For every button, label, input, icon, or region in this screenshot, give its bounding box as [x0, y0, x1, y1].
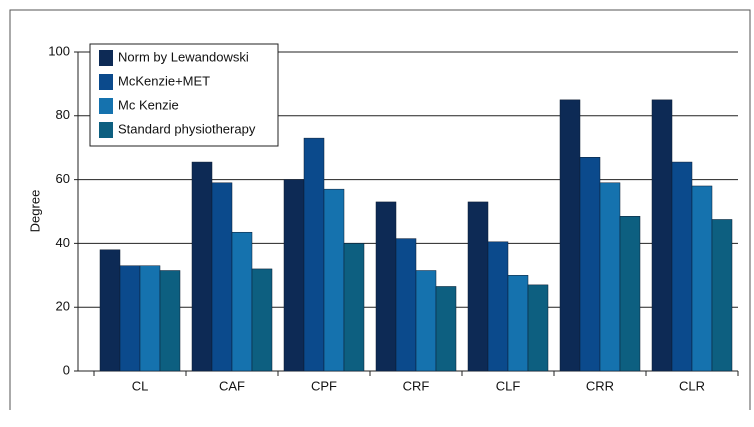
legend-swatch — [99, 98, 113, 114]
y-tick-label: 100 — [48, 43, 70, 58]
legend-label: Standard physiotherapy — [118, 121, 256, 136]
bar — [619, 216, 641, 372]
bar — [375, 201, 397, 372]
y-tick-label: 80 — [56, 107, 70, 122]
bar — [251, 268, 273, 372]
y-axis-label: Degree — [27, 190, 42, 233]
x-tick-label: CLR — [679, 378, 705, 393]
frame — [9, 9, 751, 410]
bar — [119, 265, 141, 372]
x-tick-label: CRF — [403, 378, 430, 393]
x-tick-label: CPF — [311, 378, 337, 393]
y-tick-label: 20 — [56, 299, 70, 314]
x-tick-label: CL — [132, 378, 149, 393]
bar — [599, 182, 621, 372]
bar — [435, 286, 457, 372]
y-tick-label: 0 — [63, 362, 70, 377]
x-tick-label: CAF — [219, 378, 245, 393]
bar — [579, 157, 601, 372]
bar — [283, 179, 305, 372]
bar — [527, 284, 549, 372]
bar — [415, 270, 437, 372]
legend-swatch — [99, 74, 113, 90]
bar — [139, 265, 161, 372]
bar — [487, 241, 509, 372]
x-tick-label: CLF — [496, 378, 521, 393]
bar — [231, 231, 253, 372]
bar — [303, 137, 325, 372]
bar — [467, 201, 489, 372]
bar — [671, 161, 693, 372]
bar — [395, 238, 417, 372]
legend-box — [89, 43, 279, 147]
legend-swatch — [99, 122, 113, 138]
bar — [691, 185, 713, 372]
bar — [159, 270, 181, 372]
bar — [211, 182, 233, 372]
legend-swatch — [99, 50, 113, 66]
bar — [651, 99, 673, 372]
bar — [191, 161, 213, 372]
y-tick-label: 40 — [56, 235, 70, 250]
x-tick-label: CRR — [586, 378, 614, 393]
bar — [323, 188, 345, 372]
y-tick-label: 60 — [56, 171, 70, 186]
bar — [559, 99, 581, 372]
legend-label: Mc Kenzie — [118, 97, 179, 112]
bar — [507, 275, 529, 372]
legend-label: McKenzie+MET — [118, 73, 210, 88]
bar — [343, 243, 365, 372]
legend-label: Norm by Lewandowski — [118, 49, 249, 64]
bar — [99, 249, 121, 372]
bar — [711, 219, 733, 372]
